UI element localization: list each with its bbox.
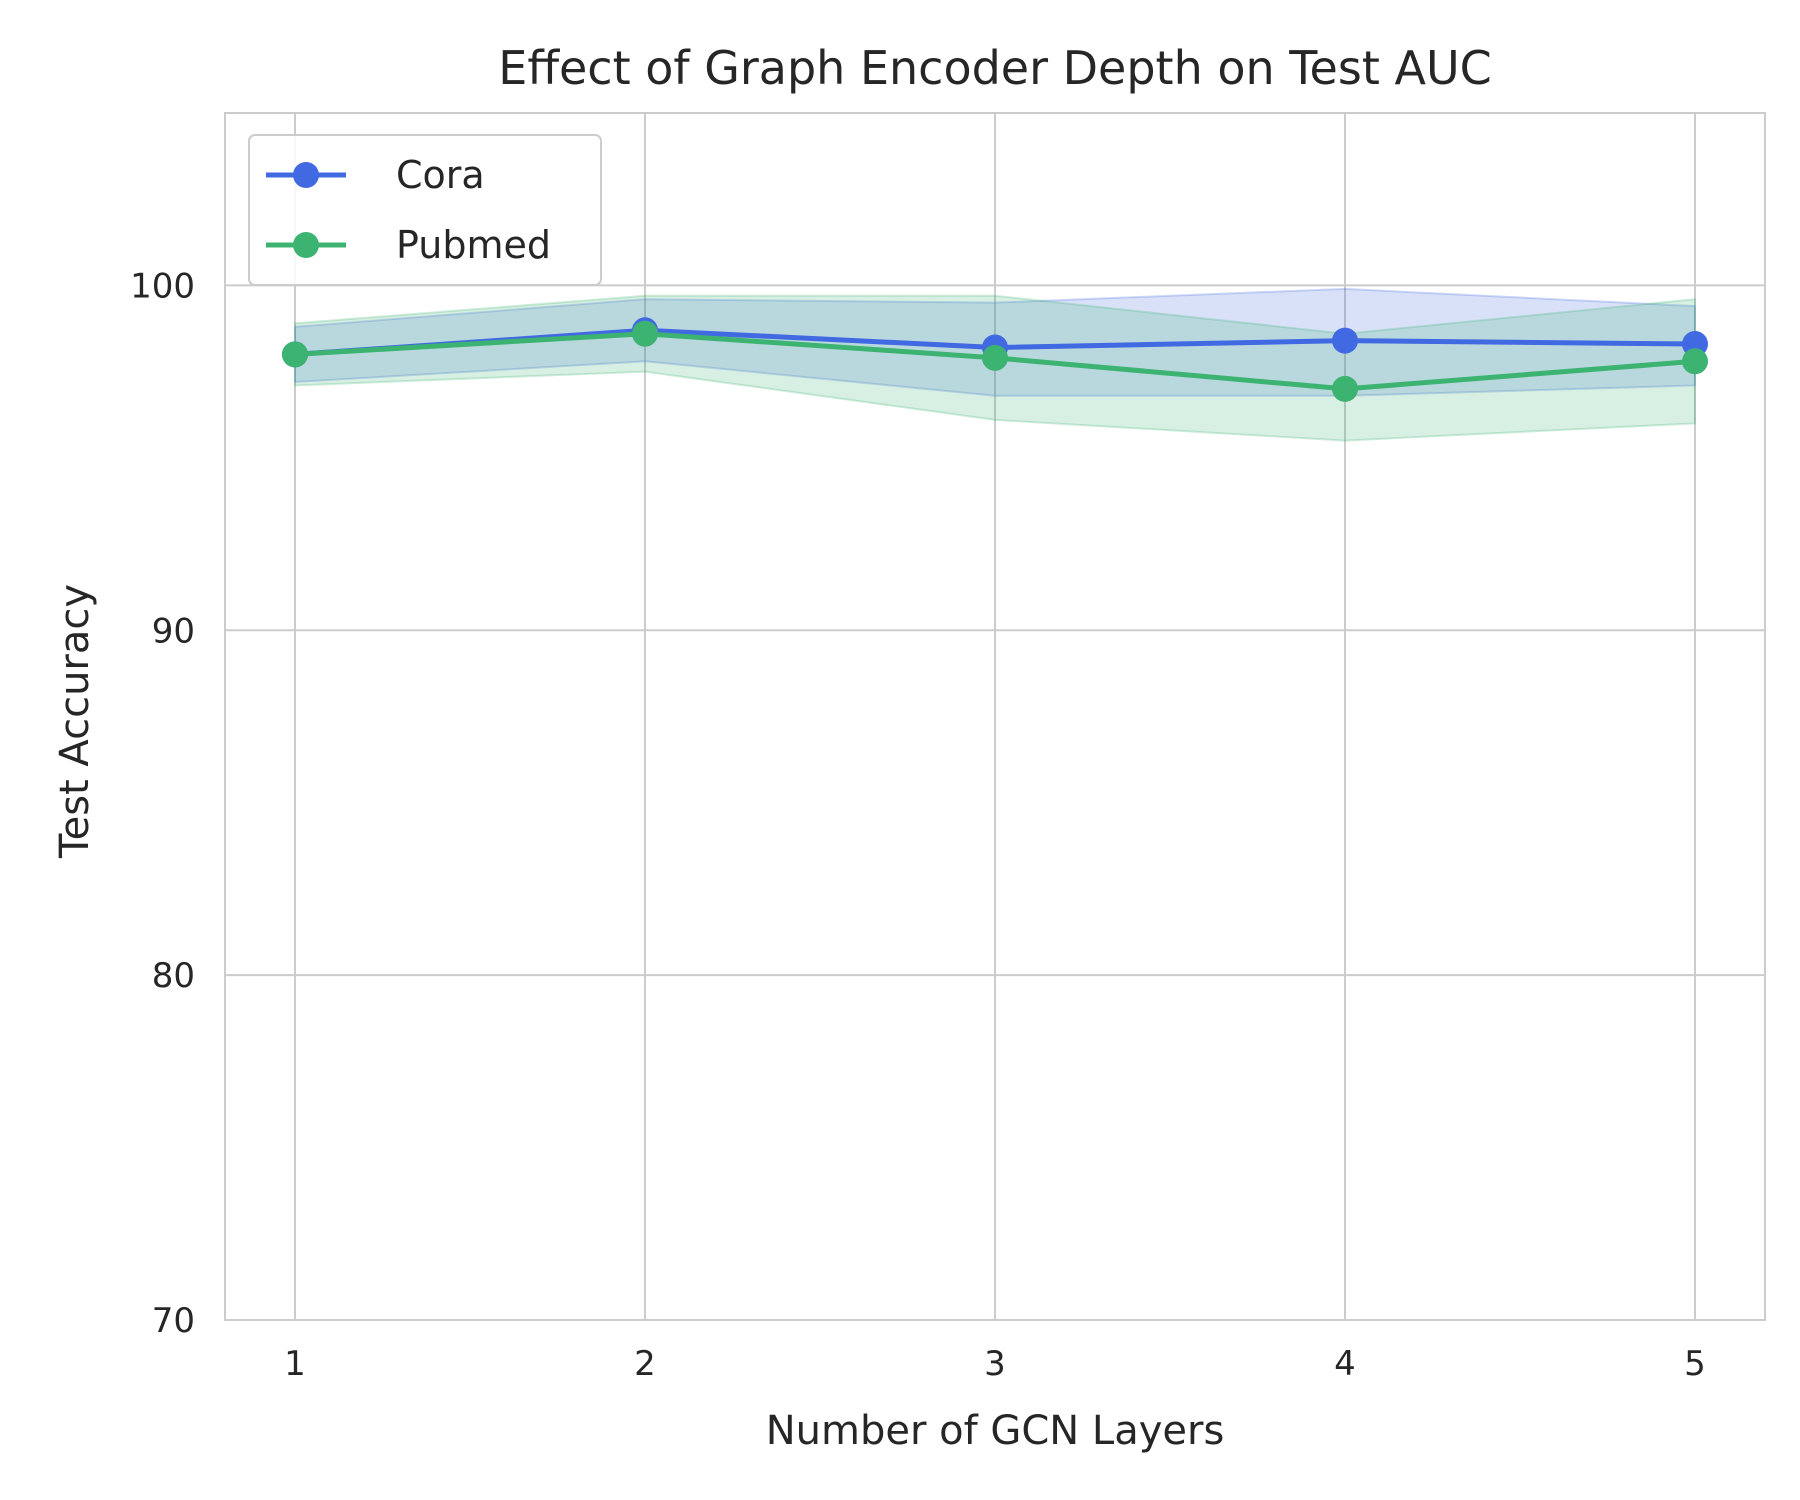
x-tick-label: 3 — [984, 1344, 1006, 1384]
data-point-pubmed — [982, 344, 1008, 371]
legend: Cora Pubmed — [248, 134, 602, 286]
y-tick-label: 80 — [152, 956, 195, 996]
legend-marker-pubmed — [293, 232, 319, 258]
tick-labels: 1 2 3 4 5 70 80 90 100 — [130, 266, 1706, 1384]
y-axis-label: Test Accuracy — [52, 584, 98, 859]
x-tick-label: 5 — [1684, 1344, 1706, 1384]
x-tick-label: 2 — [634, 1344, 656, 1384]
legend-label-pubmed: Pubmed — [396, 223, 551, 267]
y-tick-label: 100 — [130, 266, 195, 306]
x-tick-label: 4 — [1334, 1344, 1356, 1384]
data-point-pubmed — [282, 341, 308, 368]
x-axis-label: Number of GCN Layers — [766, 1408, 1225, 1454]
data-point-pubmed — [1682, 348, 1708, 375]
y-tick-label: 70 — [152, 1301, 195, 1341]
legend-marker-cora — [293, 162, 319, 188]
plot-area-frame — [224, 112, 1766, 1321]
x-tick-label: 1 — [284, 1344, 306, 1384]
legend-label-cora: Cora — [396, 153, 485, 197]
data-point-cora — [1332, 327, 1358, 354]
y-tick-label: 90 — [152, 611, 195, 651]
data-point-pubmed — [1332, 375, 1358, 402]
chart-title: Effect of Graph Encoder Depth on Test AU… — [498, 41, 1492, 95]
data-point-pubmed — [632, 320, 658, 347]
series-points — [282, 317, 1708, 402]
